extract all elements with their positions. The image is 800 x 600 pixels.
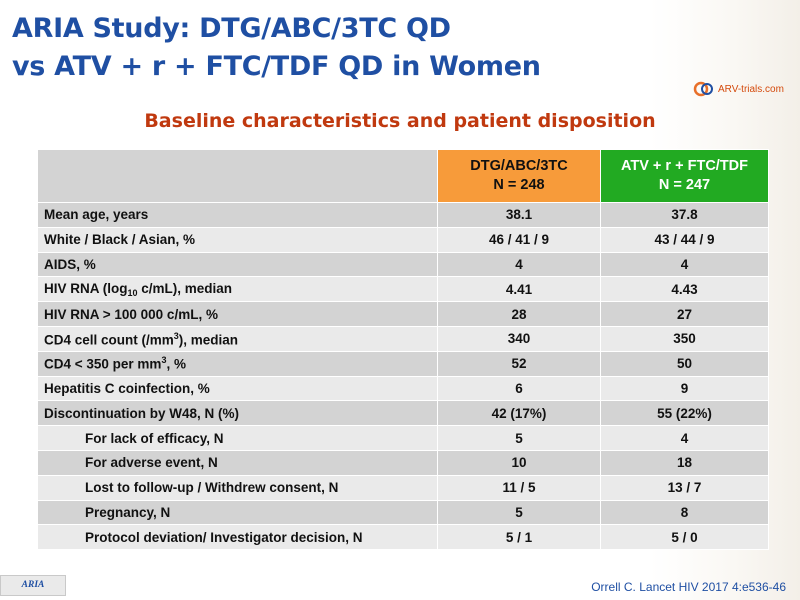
dtg-value: 11 / 5 [437,474,601,501]
dtg-value: 5 [437,425,601,451]
header-dtg-group: DTG/ABC/3TC N = 248 [437,149,601,203]
header-atv-group: ATV + r + FTC/TDF N = 247 [600,149,769,203]
table-header-row: DTG/ABC/3TC N = 248 ATV + r + FTC/TDF N … [37,149,769,203]
dtg-value: 6 [437,375,601,402]
dtg-value: 340 [437,325,601,352]
row-label: For lack of efficacy, N [37,425,438,451]
dtg-value: 28 [437,301,601,327]
title-line-2: vs ATV + r + FTC/TDF QD in Women [12,51,541,82]
table-row: CD4 cell count (/mm3), median 340 350 [37,325,769,352]
citation: Orrell C. Lancet HIV 2017 4:e536-46 [591,580,786,594]
row-label: CD4 < 350 per mm3, % [37,350,438,377]
label-text-end: c/mL), median [137,280,233,296]
table-row: HIV RNA > 100 000 c/mL, % 28 27 [37,301,769,327]
row-label: Discontinuation by W48, N (%) [37,400,438,427]
atv-value: 13 / 7 [600,474,769,501]
title-line-1: ARIA Study: DTG/ABC/3TC QD [12,13,451,44]
slide-subtitle: Baseline characteristics and patient dis… [144,110,656,132]
table-row: AIDS, % 4 4 [37,251,769,278]
row-label: Pregnancy, N [37,499,438,526]
table-row: CD4 < 350 per mm3, % 52 50 [37,350,769,377]
row-label: CD4 cell count (/mm3), median [37,325,438,352]
dtg-value: 5 [437,499,601,526]
table-row: Hepatitis C coinfection, % 6 9 [37,375,769,402]
table-row: Pregnancy, N 5 8 [37,499,769,526]
atv-value: 27 [600,301,769,327]
group-2-n: N = 247 [658,177,711,193]
table-row: White / Black / Asian, % 46 / 41 / 9 43 … [37,226,769,253]
label-text: CD4 < 350 per mm [44,356,162,372]
atv-value: 4.43 [600,276,769,303]
dtg-value: 4.41 [437,276,601,303]
table-row: Lost to follow-up / Withdrew consent, N … [37,474,769,501]
dtg-value: 10 [437,449,601,476]
label-superscript: 3 [161,355,167,366]
atv-value: 43 / 44 / 9 [600,226,769,253]
logo-swirl-icon [693,81,713,97]
table-row: For lack of efficacy, N 5 4 [37,425,769,451]
study-tab: ARIA [0,575,66,596]
table-row: Protocol deviation/ Investigator decisio… [37,524,769,551]
table-row: For adverse event, N 10 18 [37,449,769,476]
slide-title: ARIA Study: DTG/ABC/3TC QD vs ATV + r + … [12,10,572,86]
atv-value: 9 [600,375,769,402]
row-label: HIV RNA > 100 000 c/mL, % [37,301,438,327]
header-blank-cell [37,149,438,203]
label-text: HIV RNA (log [44,280,128,296]
dtg-value: 42 (17%) [437,400,601,427]
dtg-value: 5 / 1 [437,524,601,551]
atv-value: 8 [600,499,769,526]
table-row: Discontinuation by W48, N (%) 42 (17%) 5… [37,400,769,427]
group-1-n: N = 248 [493,177,545,193]
row-label: For adverse event, N [37,449,438,476]
row-label: HIV RNA (log10 c/mL), median [37,276,438,303]
label-superscript: 3 [173,330,179,341]
atv-value: 350 [600,325,769,352]
group-2-name: ATV + r + FTC/TDF [620,158,749,174]
row-label: Protocol deviation/ Investigator decisio… [37,524,438,551]
arv-trials-logo: ARV-trials.com [693,80,784,98]
group-1-name: DTG/ABC/3TC [470,158,568,174]
atv-value: 4 [600,251,769,278]
dtg-value: 52 [437,350,601,377]
atv-value: 37.8 [600,202,769,228]
row-label: White / Black / Asian, % [37,226,438,253]
atv-value: 5 / 0 [600,524,769,551]
row-label: AIDS, % [37,251,438,278]
dtg-value: 46 / 41 / 9 [437,226,601,253]
baseline-table: DTG/ABC/3TC N = 248 ATV + r + FTC/TDF N … [37,149,769,551]
label-text-end: , % [166,356,186,372]
atv-value: 55 (22%) [600,400,769,427]
row-label: Mean age, years [37,202,438,228]
dtg-value: 4 [437,251,601,278]
label-subscript: 10 [127,287,138,298]
atv-value: 18 [600,449,769,476]
atv-value: 4 [600,425,769,451]
dtg-value: 38.1 [437,202,601,228]
label-text-end: ), median [178,332,239,348]
row-label: Lost to follow-up / Withdrew consent, N [37,474,438,501]
table-row: HIV RNA (log10 c/mL), median 4.41 4.43 [37,276,769,303]
table-row: Mean age, years 38.1 37.8 [37,202,769,228]
row-label: Hepatitis C coinfection, % [37,375,438,402]
atv-value: 50 [600,350,769,377]
logo-text: ARV-trials.com [718,83,784,95]
label-text: CD4 cell count (/mm [44,332,174,348]
